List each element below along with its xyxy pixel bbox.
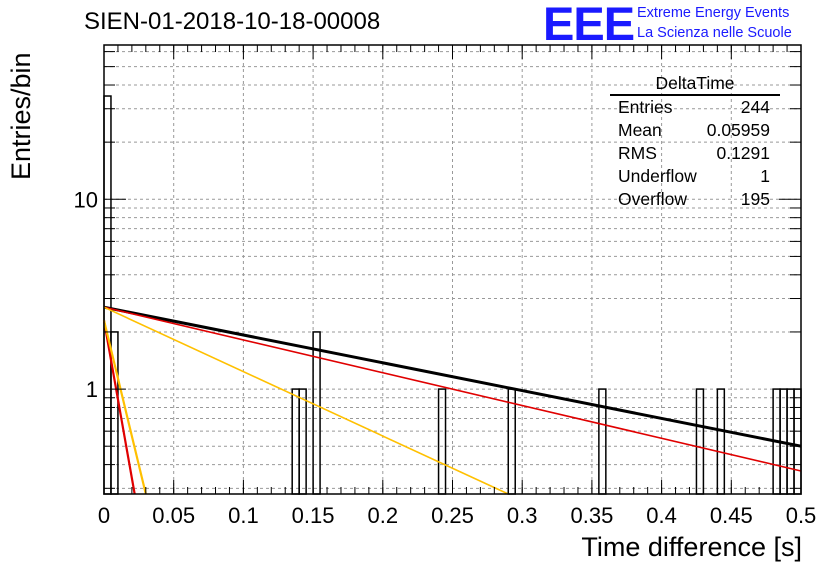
x-tick-labels: 0 0.05 0.1 0.15 0.2 0.25 0.3 0.35 0.4 0.45 0.5 <box>98 503 816 528</box>
stats-value: 0.1291 <box>716 143 770 163</box>
x-tick-label: 0.15 <box>292 503 335 528</box>
x-tick-label: 0 <box>98 503 110 528</box>
histogram-bin <box>716 388 726 495</box>
grid-lines <box>103 45 802 494</box>
stats-row-overflow: Overflow 195 <box>610 188 780 211</box>
histogram-bin <box>507 388 516 495</box>
fit-line <box>103 305 802 448</box>
logo-caption-line2: La Scienza nelle Scuole <box>637 25 792 41</box>
fit-line <box>103 306 509 495</box>
histogram-bin <box>437 388 447 495</box>
stats-label: Underflow <box>618 166 697 186</box>
stats-row-underflow: Underflow 1 <box>610 165 780 188</box>
stats-value: 0.05959 <box>706 120 770 140</box>
logo-caption: Extreme Energy Events La Scienza nelle S… <box>637 3 792 43</box>
histogram-bin <box>786 388 795 495</box>
stats-box: DeltaTime Entries 244 Mean 0.05959 RMS 0… <box>610 73 780 211</box>
stats-label: Overflow <box>618 189 688 209</box>
x-tick-label: 0.35 <box>570 503 613 528</box>
histogram-bin <box>291 388 300 495</box>
fit-line <box>103 306 802 472</box>
fit-line <box>102 320 147 495</box>
y-tick-label: 10 <box>74 187 98 212</box>
y-axis-label: Entries/bin <box>6 52 36 180</box>
x-tick-label: 0.05 <box>152 503 195 528</box>
stats-value: 195 <box>740 189 770 209</box>
stats-box-name: DeltaTime <box>610 73 780 96</box>
x-tick-label: 0.2 <box>368 503 399 528</box>
stats-value: 244 <box>740 97 770 117</box>
histogram-bin <box>103 95 112 495</box>
histogram-bin <box>695 388 705 495</box>
x-axis-label: Time difference [s] <box>581 532 802 562</box>
axis-ticks <box>103 45 802 494</box>
fit-line <box>102 320 136 495</box>
x-tick-label: 0.4 <box>646 503 677 528</box>
stats-value: 1 <box>760 166 770 186</box>
x-tick-label: 0.5 <box>786 503 817 528</box>
stats-label: Mean <box>618 120 662 140</box>
stats-label: RMS <box>618 143 657 163</box>
eee-logo: EEE <box>543 0 635 50</box>
x-tick-label: 0.3 <box>507 503 538 528</box>
x-tick-label: 0.25 <box>431 503 474 528</box>
y-tick-label: 1 <box>86 377 98 402</box>
logo-caption-line1: Extreme Energy Events <box>637 5 790 21</box>
chart-title: SIEN-01-2018-10-18-00008 <box>84 8 381 35</box>
y-tick-labels: 1 10 <box>74 187 98 402</box>
stats-label: Entries <box>618 97 673 117</box>
fit-curves <box>102 305 802 495</box>
stats-row-mean: Mean 0.05959 <box>610 119 780 142</box>
x-tick-label: 0.45 <box>710 503 753 528</box>
histogram-bin <box>793 388 802 495</box>
histogram-bin <box>298 388 307 495</box>
x-tick-label: 0.1 <box>228 503 259 528</box>
stats-row-rms: RMS 0.1291 <box>610 142 780 165</box>
stats-row-entries: Entries 244 <box>610 96 780 119</box>
